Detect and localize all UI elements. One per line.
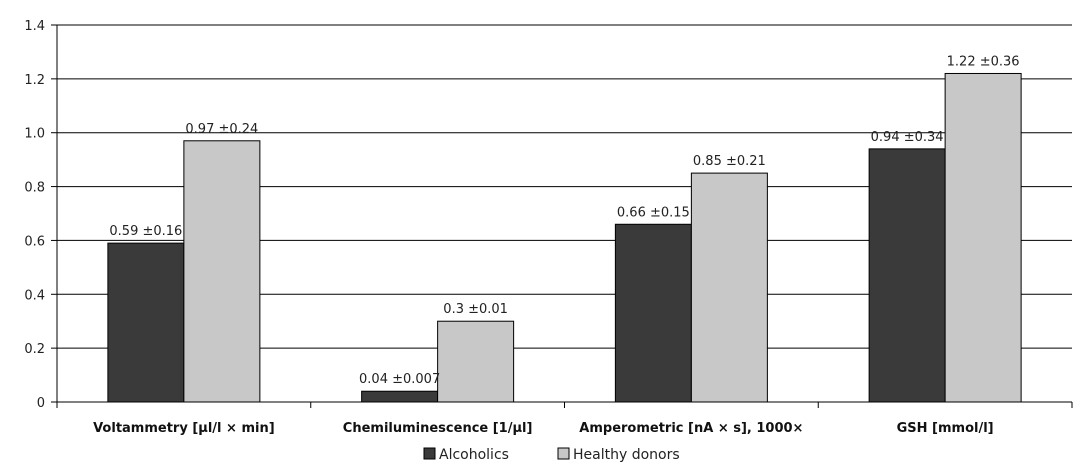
- y-tick-label: 1.0: [24, 127, 45, 142]
- data-label: 1.22 ±0.36: [947, 54, 1020, 69]
- category-label: Voltammetry [µl/l × min]: [93, 421, 275, 436]
- category-label: GSH [mmol/l]: [897, 421, 994, 436]
- y-tick-label: 0: [37, 396, 45, 411]
- bar-healthy-donors: [944, 72, 1022, 403]
- bar-alcoholics: [614, 223, 692, 403]
- bar-alcoholics: [361, 390, 439, 403]
- y-tick-label: 0.4: [24, 288, 45, 303]
- category-label: Chemiluminescence [1/µl]: [343, 421, 533, 436]
- y-tick-label: 0.8: [24, 181, 45, 196]
- data-label: 0.85 ±0.21: [693, 154, 766, 169]
- data-label: 0.94 ±0.34: [871, 130, 944, 145]
- data-label: 0.04 ±0.007: [359, 372, 440, 387]
- legend-swatch: [557, 447, 570, 460]
- bar-healthy-donors: [437, 320, 515, 403]
- y-tick-label: 0.6: [24, 234, 45, 249]
- category-label: Amperometric [nA × s], 1000×: [579, 421, 803, 436]
- data-label: 0.97 ±0.24: [185, 122, 258, 137]
- bars: [107, 72, 1022, 403]
- bar-healthy-donors: [690, 172, 768, 403]
- bar-alcoholics: [107, 242, 185, 403]
- y-tick-label: 1.4: [24, 19, 45, 34]
- data-label: 0.3 ±0.01: [443, 302, 508, 317]
- legend: Alcoholics Healthy donors: [423, 447, 680, 463]
- data-labels: 0.59 ±0.16 0.97 ±0.24 0.04 ±0.007 0.3 ±0.01…: [109, 54, 1019, 387]
- bar-alcoholics: [868, 148, 946, 403]
- y-tick-label: 1.2: [24, 73, 45, 88]
- y-tick-labels: 0 0.2 0.4 0.6 0.8 1.0 1.2 1.4: [24, 19, 57, 411]
- legend-swatch: [423, 447, 436, 460]
- category-labels: Voltammetry [µl/l × min] Chemiluminescenc…: [93, 421, 994, 436]
- legend-label: Healthy donors: [573, 447, 680, 463]
- data-label: 0.59 ±0.16: [109, 224, 182, 239]
- bar-healthy-donors: [183, 140, 261, 403]
- legend-label: Alcoholics: [439, 447, 509, 463]
- data-label: 0.66 ±0.15: [617, 205, 690, 220]
- y-tick-label: 0.2: [24, 342, 45, 357]
- axes: [56, 25, 1073, 408]
